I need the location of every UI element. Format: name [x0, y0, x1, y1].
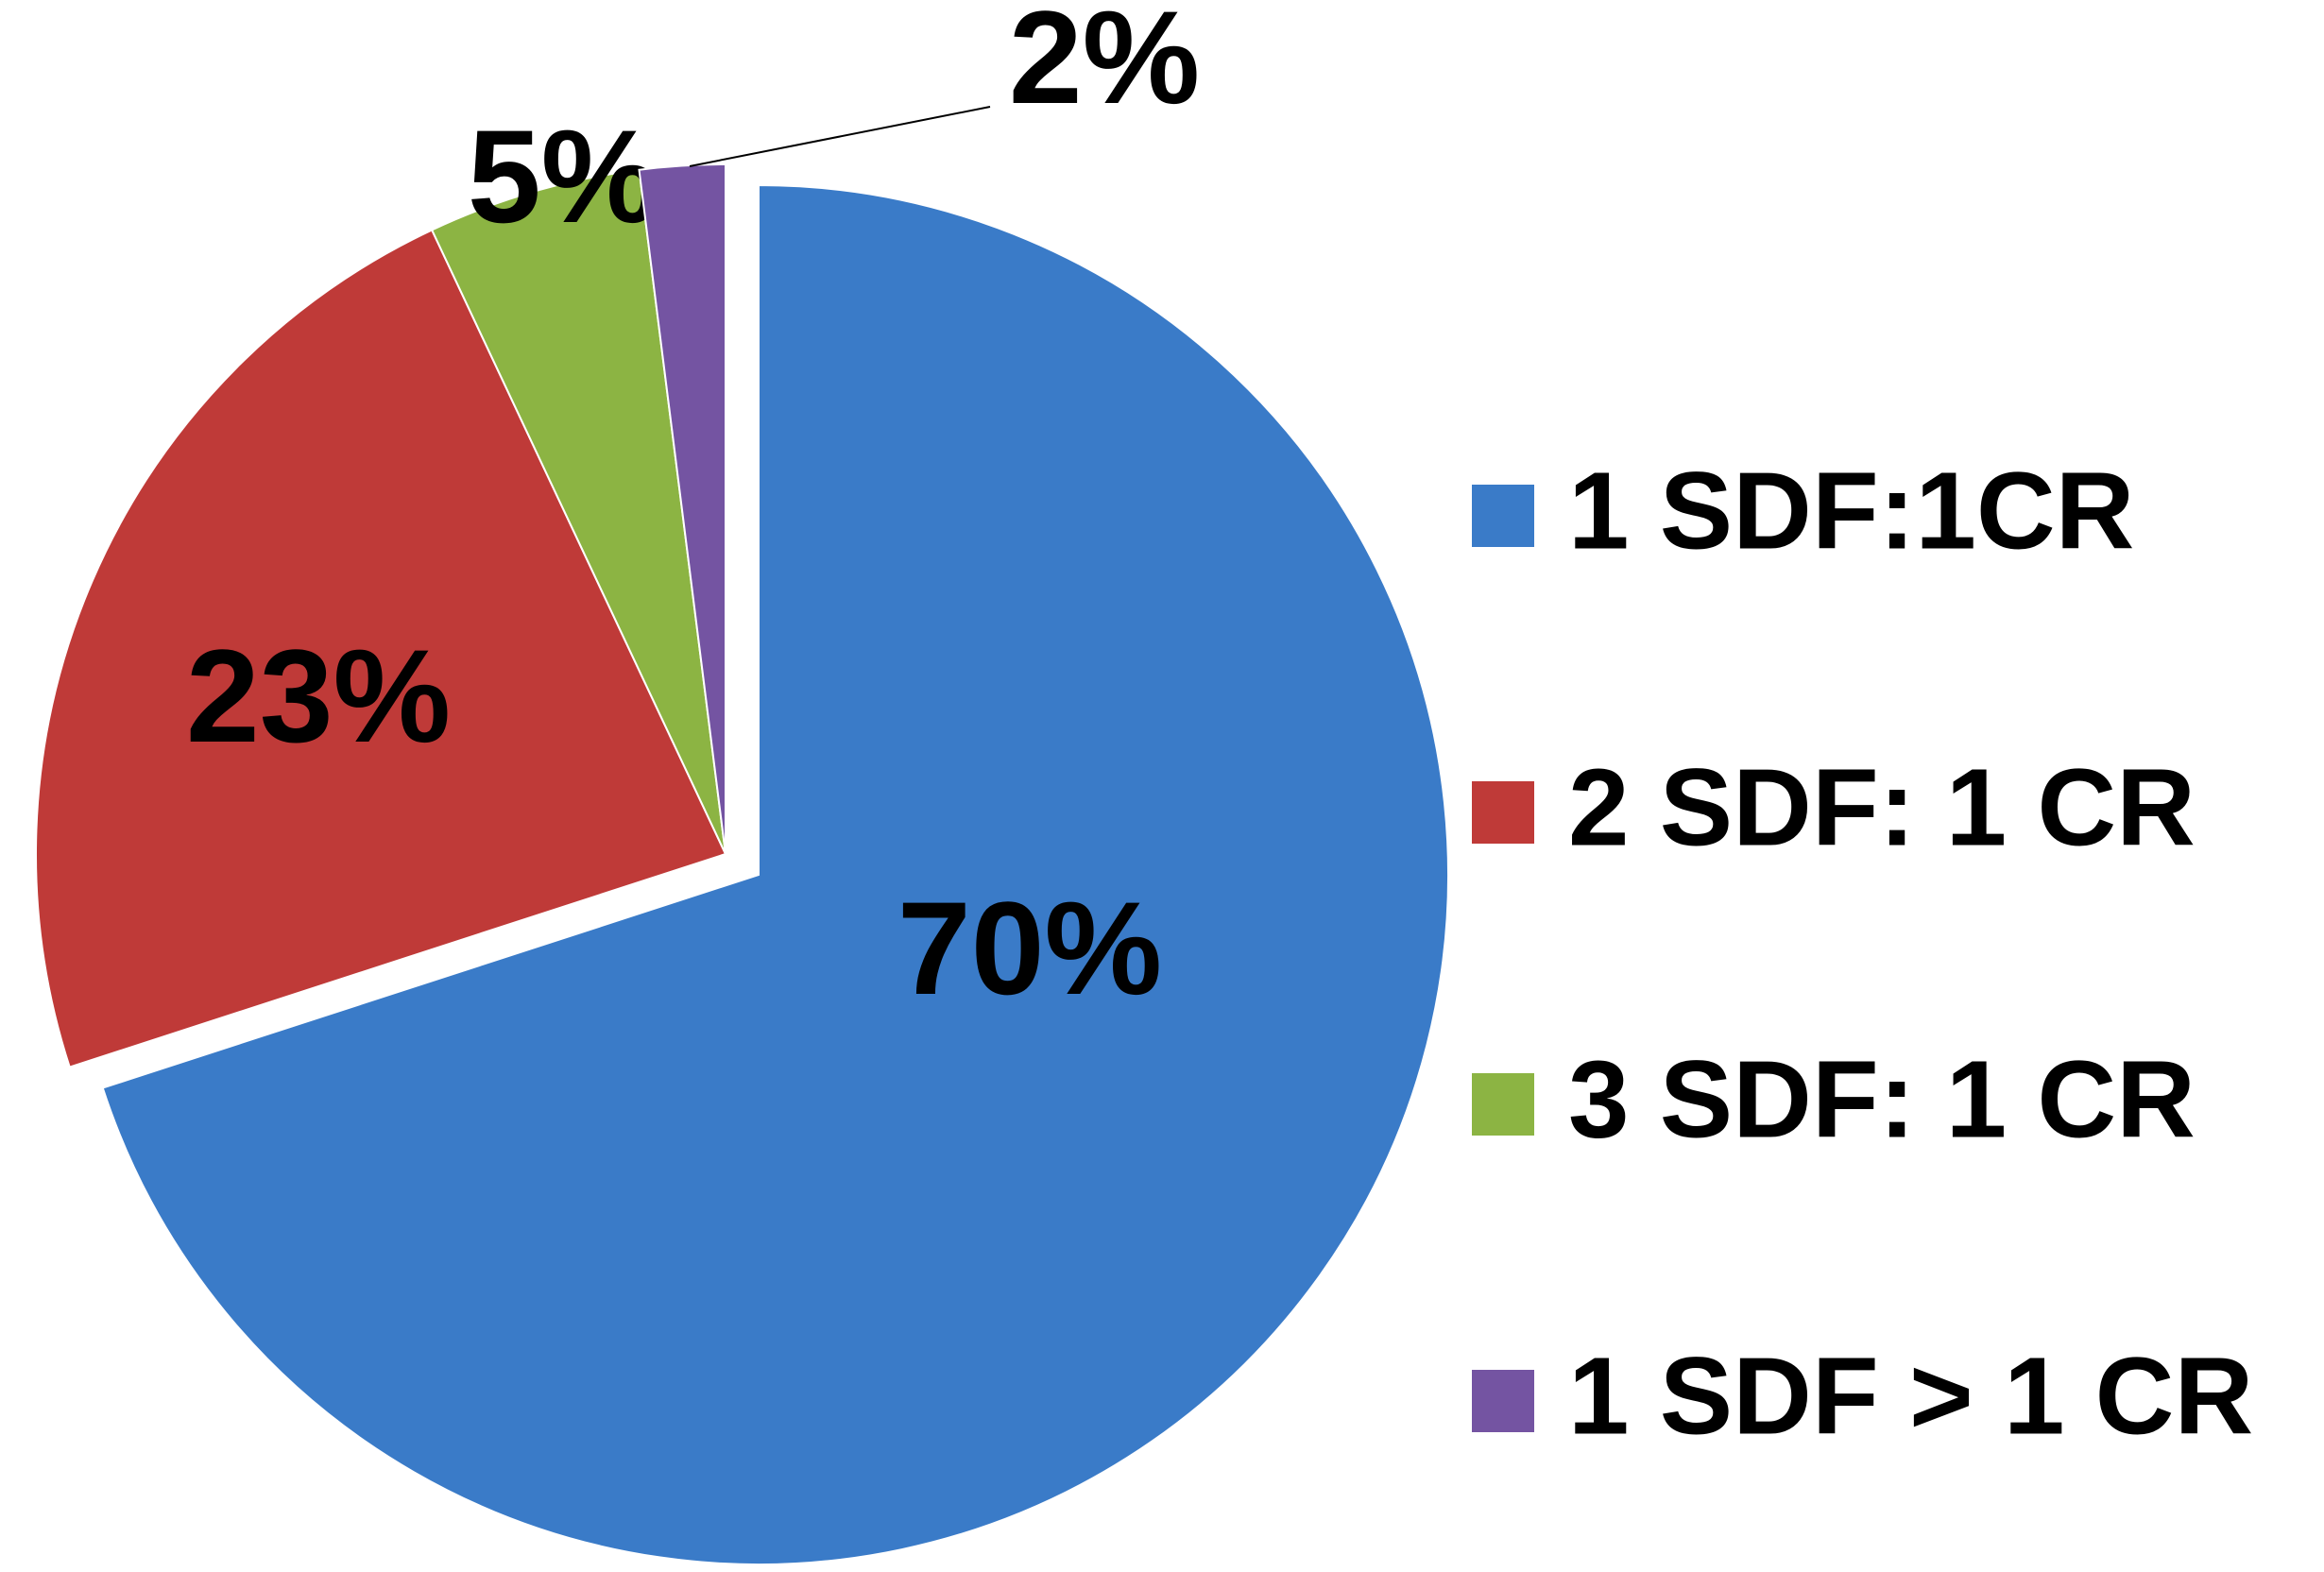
- pie-slice: [638, 162, 726, 855]
- legend-swatch: [1472, 1370, 1534, 1432]
- legend-label: 1 SDF:1CR: [1568, 450, 2134, 572]
- leader-line: [689, 106, 991, 167]
- legend-swatch: [1472, 781, 1534, 844]
- data-label: 2%: [1009, 0, 1200, 131]
- legend-label: 2 SDF: 1 CR: [1568, 746, 2196, 869]
- legend-swatch: [1472, 1073, 1534, 1136]
- pie: 70% 23% 5% 2%: [35, 0, 1449, 1565]
- legend: 1 SDF:1CR 2 SDF: 1 CR 3 SDF: 1 CR 1 SDF > 1…: [1472, 450, 2253, 1458]
- legend-swatch: [1472, 485, 1534, 547]
- legend-label: 3 SDF: 1 CR: [1568, 1038, 2196, 1161]
- data-label: 23%: [186, 622, 451, 770]
- pie-slice: [101, 183, 1449, 1565]
- legend-label: 1 SDF > 1 CR: [1568, 1335, 2253, 1458]
- data-label: 70%: [897, 874, 1162, 1022]
- pie-slice: [430, 168, 726, 855]
- pie-slice: [35, 229, 727, 1068]
- data-label: 5%: [468, 102, 658, 250]
